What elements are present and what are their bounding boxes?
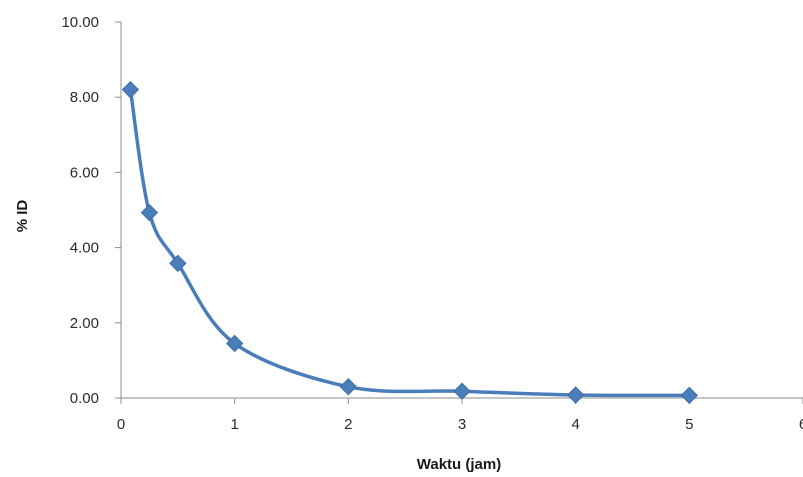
- data-point-marker: [339, 378, 358, 396]
- series-layer: [121, 80, 699, 405]
- y-tick-label: 4.00: [70, 240, 99, 257]
- x-tick-label: 4: [571, 416, 579, 433]
- y-axis-title: % ID: [14, 200, 31, 233]
- data-point-marker: [121, 80, 140, 99]
- x-tick-label: 3: [458, 416, 466, 433]
- data-point-marker: [140, 203, 159, 222]
- x-tick-label: 6: [799, 416, 803, 433]
- data-point-marker: [566, 386, 585, 404]
- y-tick-label: 10.00: [61, 14, 99, 31]
- x-tick-label: 1: [230, 416, 238, 433]
- y-tick-label: 0.00: [70, 390, 99, 407]
- x-axis-title: Waktu (jam): [417, 456, 501, 473]
- x-axis: 0 1 2 3 4 5 6: [117, 397, 803, 433]
- y-tick-label: 8.00: [70, 89, 99, 106]
- y-tick-label: 6.00: [70, 164, 99, 181]
- data-point-marker: [453, 382, 471, 400]
- y-axis: 0.00 2.00 4.00 6.00 8.00 10.00: [61, 14, 122, 407]
- data-point-marker: [169, 254, 187, 273]
- y-tick-label: 2.00: [70, 315, 99, 332]
- x-tick-label: 5: [685, 416, 693, 433]
- data-point-marker: [225, 334, 244, 353]
- series-line: [128, 87, 692, 398]
- x-tick-label: 0: [117, 416, 125, 433]
- data-point-marker: [680, 386, 699, 405]
- x-tick-label: 2: [344, 416, 352, 433]
